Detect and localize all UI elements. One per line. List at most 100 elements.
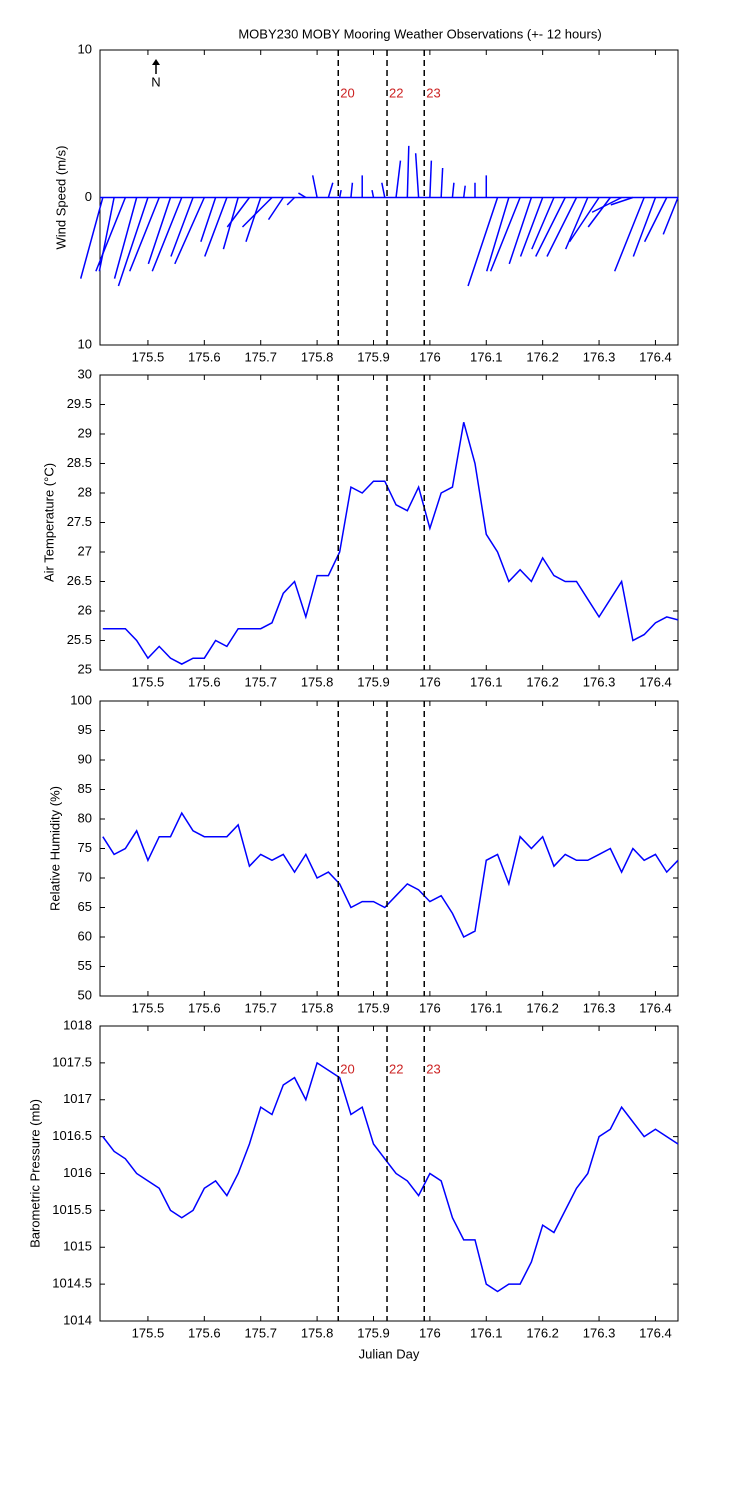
wind-stick <box>414 153 420 198</box>
x-tick-label: 175.8 <box>301 1000 334 1015</box>
x-tick-label: 176.3 <box>583 1325 616 1340</box>
x-tick-label: 176.2 <box>526 1000 559 1015</box>
y-tick-label: 10 <box>78 41 92 56</box>
wind-stick <box>113 197 138 279</box>
wind-stick <box>535 197 566 257</box>
y-tick-label: 80 <box>78 810 92 825</box>
wind-stick <box>338 189 342 198</box>
wind-stick <box>286 196 296 206</box>
wind-stick <box>371 189 375 198</box>
y-tick-label: 1017.5 <box>52 1054 92 1069</box>
y-tick-label: 29.5 <box>67 396 92 411</box>
wind-stick <box>591 196 622 213</box>
y-tick-label: 10 <box>78 336 92 351</box>
x-tick-label: 175.9 <box>357 1000 390 1015</box>
event-label: 22 <box>389 1061 403 1076</box>
y-tick-label: 70 <box>78 869 92 884</box>
y-tick-label: 1015 <box>63 1239 92 1254</box>
y-axis-label: Air Temperature (°C) <box>41 463 56 582</box>
x-tick-label: 176 <box>419 674 441 689</box>
x-tick-label: 175.9 <box>357 674 390 689</box>
x-tick-label: 175.6 <box>188 1325 221 1340</box>
wind-stick <box>451 182 455 198</box>
x-tick-label: 176.1 <box>470 1325 503 1340</box>
wind-stick <box>95 197 127 272</box>
x-tick-label: 176.2 <box>526 1325 559 1340</box>
x-tick-label: 176.3 <box>583 1000 616 1015</box>
data-line <box>102 811 679 939</box>
y-tick-label: 28.5 <box>67 455 92 470</box>
y-tick-label: 27.5 <box>67 514 92 529</box>
wind-stick <box>485 197 510 272</box>
x-tick-label: 176.3 <box>583 349 616 364</box>
y-tick-label: 95 <box>78 722 92 737</box>
wind-stick <box>613 197 645 272</box>
wind-stick <box>467 197 499 287</box>
y-tick-label: 1015.5 <box>52 1202 92 1217</box>
x-tick-label: 175.7 <box>244 1000 277 1015</box>
y-tick-label: 85 <box>78 781 92 796</box>
x-tick-label: 175.6 <box>188 674 221 689</box>
y-tick-label: 26.5 <box>67 573 92 588</box>
y-tick-label: 25 <box>78 661 92 676</box>
x-tick-label: 176 <box>419 349 441 364</box>
y-tick-label: 0 <box>85 189 92 204</box>
y-tick-label: 1016 <box>63 1165 92 1180</box>
y-tick-label: 100 <box>70 692 92 707</box>
wind-stick <box>350 182 354 198</box>
x-tick-label: 175.6 <box>188 349 221 364</box>
wind-stick <box>200 197 217 242</box>
x-tick-label: 176.4 <box>639 674 672 689</box>
y-tick-label: 1018 <box>63 1017 92 1032</box>
x-tick-label: 175.5 <box>132 349 165 364</box>
x-tick-label: 176.2 <box>526 674 559 689</box>
y-axis-label: Barometric Pressure (mb) <box>27 1099 42 1248</box>
wind-stick <box>98 197 115 272</box>
event-label: 20 <box>340 85 354 100</box>
wind-stick <box>395 160 402 198</box>
x-tick-label: 175.5 <box>132 1000 165 1015</box>
wind-stick <box>327 182 334 198</box>
wind-stick <box>226 197 251 228</box>
wind-stick <box>174 197 206 265</box>
x-tick-label: 175.5 <box>132 674 165 689</box>
wind-stick <box>546 197 578 257</box>
wind-stick <box>204 197 228 257</box>
wind-stick <box>147 197 172 265</box>
x-tick-label: 175.6 <box>188 1000 221 1015</box>
x-tick-label: 176.1 <box>470 674 503 689</box>
north-arrow-head <box>152 59 160 65</box>
wind-stick <box>129 197 160 272</box>
x-tick-label: 176 <box>419 1325 441 1340</box>
x-axis-label: Julian Day <box>359 1346 420 1361</box>
wind-stick <box>568 197 600 243</box>
y-tick-label: 1014 <box>63 1312 92 1327</box>
x-tick-label: 176.2 <box>526 349 559 364</box>
wind-stick <box>489 197 521 272</box>
wind-stick <box>508 197 533 265</box>
x-tick-label: 176.3 <box>583 674 616 689</box>
x-tick-label: 175.7 <box>244 674 277 689</box>
y-tick-label: 30 <box>78 366 92 381</box>
x-tick-label: 175.7 <box>244 1325 277 1340</box>
y-tick-label: 55 <box>78 958 92 973</box>
wind-stick <box>519 197 544 257</box>
event-label: 22 <box>389 85 403 100</box>
y-tick-label: 1014.5 <box>52 1276 92 1291</box>
y-tick-label: 25.5 <box>67 632 92 647</box>
wind-stick <box>311 175 318 198</box>
wind-stick <box>117 197 149 287</box>
x-tick-label: 175.9 <box>357 349 390 364</box>
x-tick-label: 176.1 <box>470 1000 503 1015</box>
wind-stick <box>429 160 433 198</box>
wind-stick <box>241 196 273 228</box>
wind-stick <box>170 197 194 257</box>
wind-stick <box>440 167 444 198</box>
wind-stick <box>610 196 634 206</box>
y-tick-label: 28 <box>78 484 92 499</box>
wind-stick <box>298 192 307 199</box>
figure-title: MOBY230 MOBY Mooring Weather Observation… <box>238 26 601 41</box>
wind-stick <box>151 197 183 272</box>
x-tick-label: 176 <box>419 1000 441 1015</box>
x-tick-label: 175.8 <box>301 349 334 364</box>
